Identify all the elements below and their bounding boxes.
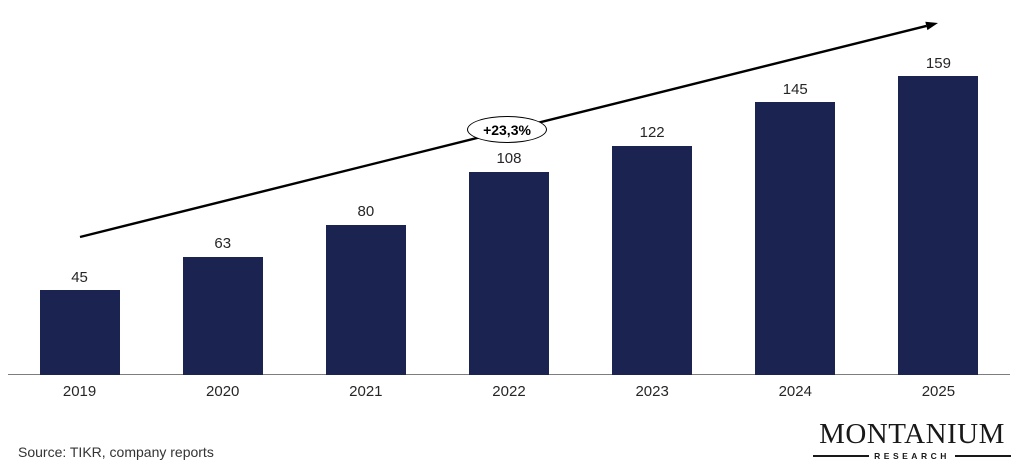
growth-badge-label: +23,3% — [483, 121, 531, 138]
bar-group: 45 2019 — [8, 0, 151, 403]
brand-logo: MONTANIUM RESEARCH — [813, 417, 1012, 461]
source-note: Source: TIKR, company reports — [18, 444, 214, 460]
growth-badge: +23,3% — [467, 116, 547, 143]
x-axis-tick-label: 2020 — [206, 383, 240, 400]
bar-value-label: 145 — [782, 80, 808, 98]
x-axis-tick-label: 2022 — [492, 383, 526, 400]
bar — [468, 171, 549, 375]
x-axis-tick-label: 2025 — [921, 383, 956, 400]
bar — [755, 102, 836, 375]
bar-group: 159 2025 — [867, 0, 1010, 403]
bar-value-label: 108 — [496, 150, 522, 168]
bar-value-label: 80 — [357, 203, 375, 221]
bar-group: 122 2023 — [581, 0, 724, 403]
logo-rule-right — [954, 454, 1012, 457]
bar — [182, 256, 263, 375]
bar-group: 108 2022 — [437, 0, 580, 403]
x-axis-tick-label: 2019 — [62, 383, 97, 400]
bar — [325, 224, 406, 375]
bar-value-label: 159 — [925, 54, 951, 72]
bar — [898, 76, 979, 375]
bar-group: 63 2020 — [151, 0, 294, 403]
brand-subtitle: RESEARCH — [874, 450, 950, 461]
bar-value-label: 63 — [214, 235, 232, 253]
x-axis-tick-label: 2024 — [778, 383, 812, 400]
x-axis-tick-label: 2021 — [349, 383, 383, 400]
x-axis-tick-label: 2023 — [635, 383, 669, 400]
bar-value-label: 45 — [71, 268, 88, 286]
bar-group: 145 2024 — [724, 0, 867, 403]
bar — [612, 145, 693, 375]
logo-rule-left — [813, 454, 870, 457]
brand-subtitle-row: RESEARCH — [813, 450, 1012, 461]
bar — [39, 290, 120, 375]
bar-value-label: 122 — [639, 124, 665, 142]
bar-plot: 45 2019 63 2020 80 2021 108 2022 122 2023 145 2024 1… — [8, 0, 1010, 403]
brand-name: MONTANIUM — [819, 417, 1005, 450]
bar-group: 80 2021 — [294, 0, 437, 403]
